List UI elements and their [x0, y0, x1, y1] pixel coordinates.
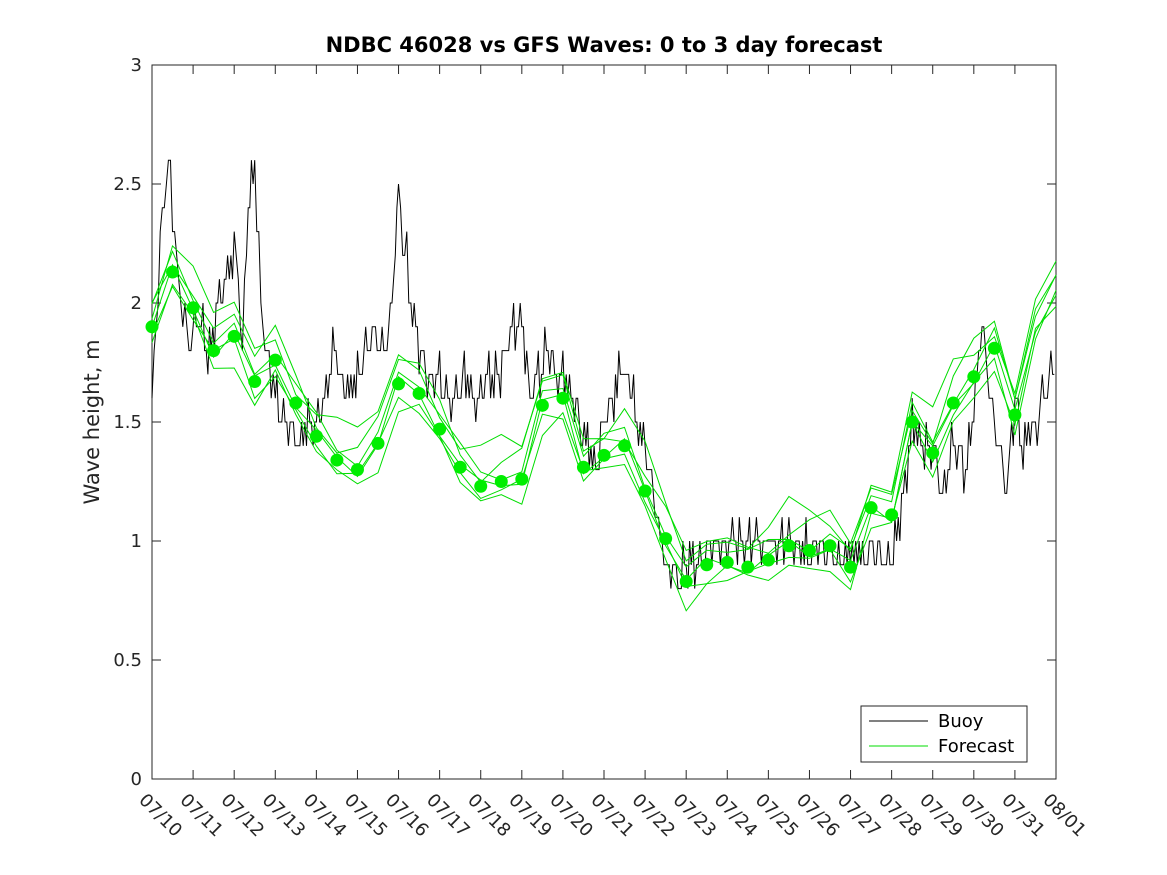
forecast-line: [151, 244, 1057, 562]
legend-label-buoy: Buoy: [938, 711, 984, 732]
y-tick-label: 1.5: [113, 412, 142, 433]
forecast-point: [309, 429, 323, 443]
forecast-point: [330, 453, 344, 467]
forecast-point: [597, 448, 611, 462]
forecast-point: [782, 539, 796, 553]
forecast-point: [576, 460, 590, 474]
forecast-point: [700, 558, 714, 572]
forecast-point: [720, 555, 734, 569]
forecast-point: [392, 377, 406, 391]
y-tick-label: 2: [131, 293, 142, 314]
forecast-point: [885, 508, 899, 522]
forecast-point: [659, 532, 673, 546]
forecast-point: [289, 396, 303, 410]
forecast-point: [371, 436, 385, 450]
forecast-point: [186, 301, 200, 315]
legend-label-forecast: Forecast: [938, 736, 1014, 757]
forecast-point: [741, 560, 755, 574]
forecast-point: [987, 341, 1001, 355]
forecast-point: [618, 439, 632, 453]
forecast-point: [453, 460, 467, 474]
forecast-point: [412, 386, 426, 400]
forecast-markers: [145, 265, 1022, 588]
chart-title: NDBC 46028 vs GFS Waves: 0 to 3 day fore…: [326, 33, 883, 57]
forecast-point: [248, 375, 262, 389]
y-tick-label: 1: [131, 531, 142, 552]
forecast-point: [268, 353, 282, 367]
forecast-point: [967, 370, 981, 384]
buoy-line: [151, 159, 1055, 590]
forecast-point: [474, 479, 488, 493]
forecast-point: [679, 574, 693, 588]
forecast-line: [151, 283, 1057, 612]
forecast-point: [823, 539, 837, 553]
y-tick-label: 2.5: [113, 174, 142, 195]
legend-box: [860, 705, 1028, 763]
forecast-point: [350, 463, 364, 477]
forecast-point: [515, 472, 529, 486]
forecast-point: [946, 396, 960, 410]
legend: Buoy Forecast: [860, 705, 1028, 763]
y-tick-label: 0: [131, 769, 142, 790]
forecast-point: [761, 553, 775, 567]
forecast-point: [638, 484, 652, 498]
forecast-point: [556, 391, 570, 405]
y-tick-label: 0.5: [113, 650, 142, 671]
forecast-point: [145, 320, 159, 334]
forecast-point: [535, 398, 549, 412]
forecast-point: [864, 501, 878, 515]
forecast-point: [926, 446, 940, 460]
y-axis-label: Wave height, m: [80, 339, 104, 504]
forecast-point: [494, 475, 508, 488]
forecast-point: [166, 265, 180, 279]
forecast-point: [844, 560, 858, 574]
forecast-point: [207, 344, 221, 358]
forecast-point: [227, 329, 241, 343]
forecast-point: [433, 422, 447, 436]
y-tick-label: 3: [131, 55, 142, 76]
forecast-point: [802, 544, 816, 558]
forecast-point: [905, 415, 919, 429]
forecast-point: [1008, 408, 1022, 422]
y-axis: 0 0.5 1 1.5 2 2.5 3: [113, 55, 1056, 790]
buoy-series: [151, 159, 1055, 590]
